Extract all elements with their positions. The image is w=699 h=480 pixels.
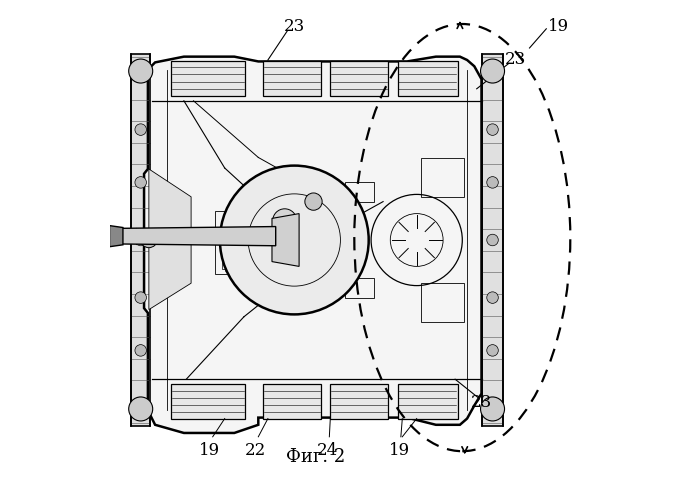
Text: 19: 19 bbox=[548, 18, 569, 35]
Circle shape bbox=[135, 234, 147, 246]
Circle shape bbox=[487, 345, 498, 356]
Circle shape bbox=[135, 345, 147, 356]
Bar bbox=[331, 384, 388, 419]
Bar bbox=[345, 278, 373, 298]
Bar bbox=[421, 158, 463, 197]
Bar bbox=[263, 384, 321, 419]
Circle shape bbox=[487, 234, 498, 246]
Circle shape bbox=[135, 292, 147, 303]
Bar bbox=[171, 384, 245, 419]
Circle shape bbox=[487, 124, 498, 135]
Polygon shape bbox=[108, 227, 275, 246]
Text: 19: 19 bbox=[389, 442, 410, 459]
Polygon shape bbox=[272, 214, 299, 266]
Circle shape bbox=[220, 166, 368, 314]
Text: 23: 23 bbox=[471, 394, 492, 411]
Circle shape bbox=[487, 292, 498, 303]
Circle shape bbox=[135, 177, 147, 188]
Text: 23: 23 bbox=[284, 18, 305, 35]
Circle shape bbox=[129, 397, 152, 421]
Bar bbox=[331, 61, 388, 96]
Circle shape bbox=[273, 209, 296, 233]
Circle shape bbox=[487, 177, 498, 188]
Circle shape bbox=[129, 59, 152, 83]
Circle shape bbox=[305, 193, 322, 210]
Polygon shape bbox=[144, 57, 482, 433]
Text: 24: 24 bbox=[317, 442, 338, 459]
Text: 22: 22 bbox=[245, 442, 266, 459]
Bar bbox=[398, 384, 458, 419]
Polygon shape bbox=[482, 54, 503, 426]
Bar bbox=[222, 250, 246, 257]
Bar bbox=[345, 182, 373, 202]
Text: 23: 23 bbox=[505, 51, 526, 69]
Text: 19: 19 bbox=[199, 442, 220, 459]
Bar bbox=[171, 61, 245, 96]
Bar bbox=[263, 61, 321, 96]
Circle shape bbox=[140, 230, 157, 248]
Circle shape bbox=[480, 59, 505, 83]
Circle shape bbox=[480, 397, 505, 421]
Bar bbox=[398, 61, 458, 96]
Circle shape bbox=[135, 124, 147, 135]
Polygon shape bbox=[110, 226, 123, 247]
Bar bbox=[222, 238, 246, 245]
Text: Фиг. 2: Фиг. 2 bbox=[287, 447, 345, 466]
Polygon shape bbox=[149, 169, 191, 310]
Bar bbox=[215, 211, 263, 274]
Bar bbox=[222, 262, 246, 269]
Polygon shape bbox=[131, 54, 150, 426]
Bar bbox=[421, 283, 463, 322]
